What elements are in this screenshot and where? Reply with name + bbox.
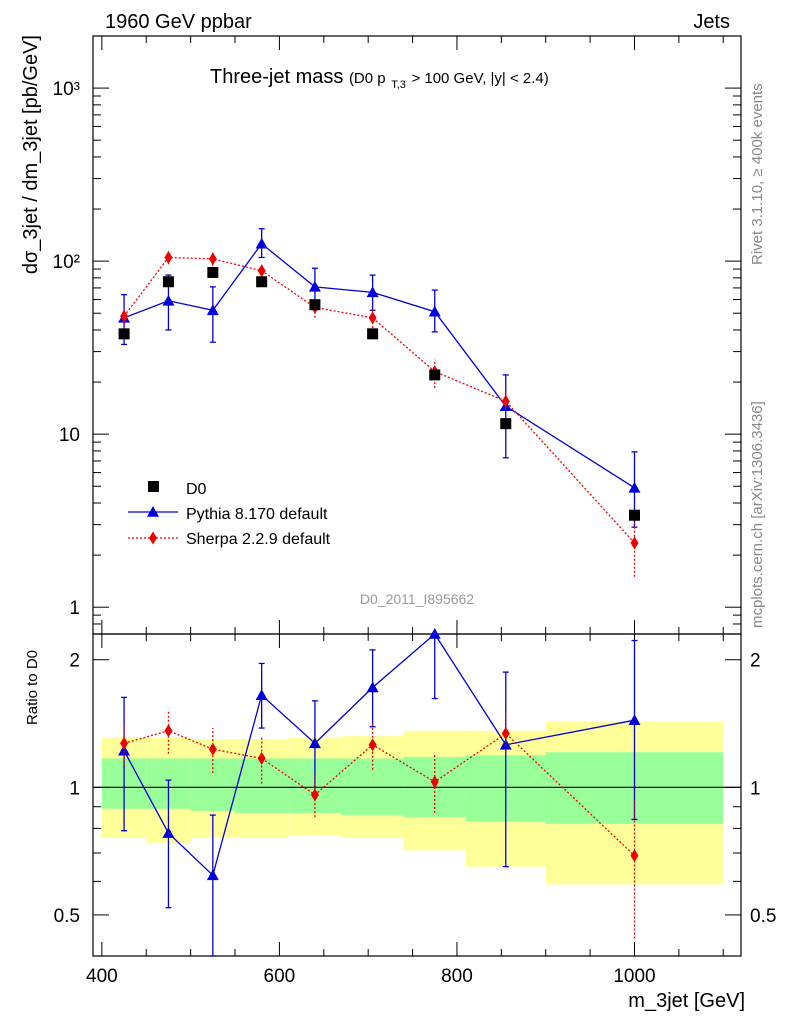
- pythia-ratio-point: [118, 744, 131, 756]
- ratio-tick-label: 2: [69, 651, 80, 672]
- x-tick-label: 400: [86, 966, 118, 987]
- d0-point: [367, 328, 379, 340]
- sherpa-point: [630, 536, 639, 550]
- ratio-tick-label-right: 1: [750, 778, 761, 799]
- legend-label-sherpa: Sherpa 2.2.9 default: [186, 531, 331, 548]
- y-axis-label: dσ_3jet / dm_3jet [pb/GeV]: [20, 35, 42, 274]
- plot-title-main: Three-jet mass: [210, 66, 343, 88]
- d0-point: [118, 328, 130, 340]
- pythia-ratio-point: [428, 628, 441, 639]
- d0-point: [309, 299, 321, 311]
- y-tick-label: 10²: [53, 252, 80, 273]
- sherpa-point: [368, 311, 377, 325]
- side-label-top: Rivet 3.1.10, ≥ 400k events: [749, 83, 766, 265]
- x-tick-label: 1000: [613, 966, 655, 987]
- sherpa-ratio-point: [430, 775, 439, 789]
- sherpa-point: [164, 250, 173, 264]
- sherpa-ratio-point: [120, 736, 129, 750]
- pythia-point: [366, 286, 379, 298]
- legend-marker-d0: [148, 481, 159, 492]
- pythia-point: [308, 280, 321, 292]
- sherpa-point: [120, 309, 129, 323]
- legend-label-pythia: Pythia 8.170 default: [186, 506, 328, 523]
- sherpa-ratio-point: [164, 724, 173, 738]
- header-right: Jets: [693, 11, 730, 33]
- ratio-tick-label: 1: [69, 778, 80, 799]
- pythia-point: [206, 304, 219, 316]
- d0-point: [207, 266, 219, 278]
- sherpa-ratio-point: [501, 726, 510, 740]
- ratio-tick-label-right: 0.5: [750, 906, 776, 927]
- d0-point: [256, 276, 268, 288]
- sherpa-ratio-point: [257, 751, 266, 765]
- pythia-ratio-point: [206, 869, 219, 881]
- d0-point: [162, 276, 174, 288]
- d0-point: [500, 418, 512, 430]
- sherpa-ratio-point: [208, 742, 217, 756]
- ratio-y-axis-label: Ratio to D0: [24, 650, 41, 725]
- sherpa-point: [501, 394, 510, 408]
- d0-point: [429, 369, 441, 381]
- pythia-ratio-point: [255, 689, 268, 700]
- sherpa-line: [123, 256, 635, 544]
- band-green-2: [190, 758, 236, 811]
- pythia-ratio-point: [308, 737, 321, 749]
- legend-label-d0: D0: [186, 481, 207, 498]
- y-tick-label: 10: [59, 425, 80, 446]
- y-tick-label: 1: [69, 598, 80, 619]
- pythia-ratio-point: [366, 681, 379, 693]
- ratio-tick-label: 0.5: [54, 906, 80, 927]
- y-tick-label: 10³: [53, 79, 80, 100]
- plot-title-sub-sub: T,3: [391, 79, 406, 91]
- pythia-line: [123, 242, 635, 489]
- pythia-point: [428, 305, 441, 317]
- x-tick-label: 600: [264, 966, 296, 987]
- ratio-plot-frame: [92, 633, 742, 957]
- pythia-point: [255, 237, 268, 249]
- x-tick-label: 800: [441, 966, 473, 987]
- pythia-point: [162, 294, 175, 306]
- sherpa-ratio-point: [310, 788, 319, 802]
- plot-title: Three-jet mass (D0 p T,3 > 100 GeV, |y| …: [210, 66, 549, 93]
- sherpa-ratio-point: [368, 738, 377, 752]
- pythia-ratio-point: [162, 827, 175, 838]
- side-label-bottom: mcplots.cern.ch [arXiv:1306.3436]: [749, 401, 766, 628]
- header-left: 1960 GeV ppbar: [105, 11, 252, 33]
- ratio-tick-label-right: 2: [750, 651, 761, 672]
- pythia-ratio-point: [628, 714, 641, 726]
- legend-marker-pythia: [147, 506, 159, 517]
- d0-point: [628, 509, 640, 521]
- sherpa-point: [257, 264, 266, 278]
- watermark: D0_2011_I895662: [360, 591, 474, 607]
- legend-marker-sherpa: [149, 531, 157, 545]
- plot-title-sub-1: (D0 p: [349, 70, 386, 87]
- sherpa-ratio-point: [630, 849, 639, 863]
- pythia-ratio-point: [499, 738, 512, 750]
- pythia-point: [628, 481, 641, 493]
- plot-title-sub-2: > 100 GeV, |y| < 2.4): [411, 70, 548, 87]
- x-axis-label: m_3jet [GeV]: [628, 990, 745, 1012]
- sherpa-point: [208, 252, 217, 266]
